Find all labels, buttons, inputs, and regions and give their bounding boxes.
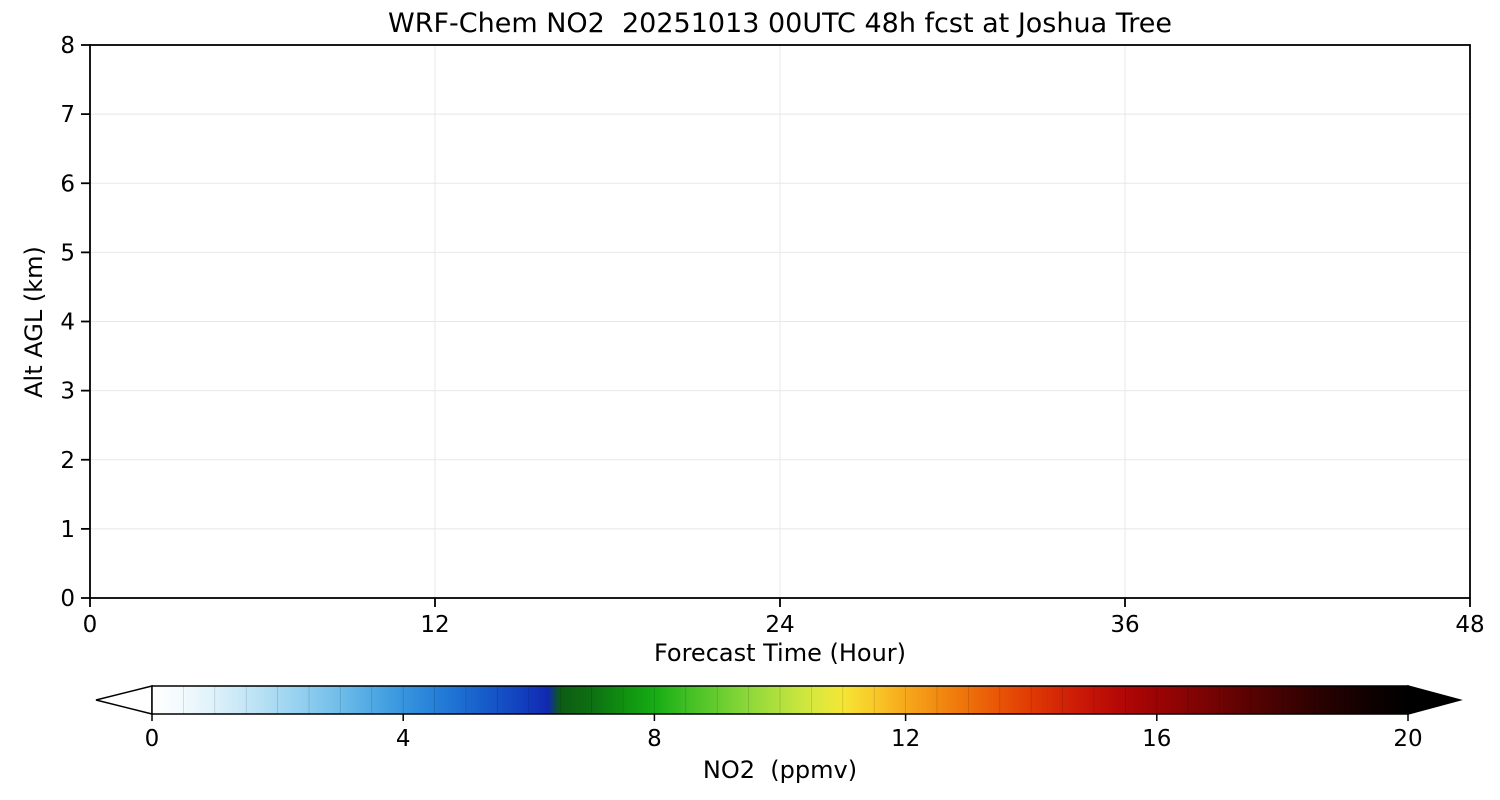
- y-tick-label: 5: [60, 240, 75, 266]
- colorbar-tick-label: 16: [1142, 726, 1171, 752]
- gridlines: [90, 45, 1470, 598]
- y-axis-label: Alt AGL (km): [20, 246, 48, 398]
- colorbar-right-extend-arrow: [1407, 685, 1463, 715]
- colorbar-level-separators: [183, 686, 1377, 714]
- y-tick-label: 2: [60, 448, 75, 474]
- y-tick-label: 3: [60, 379, 75, 405]
- colorbar-ticks: 0 4 8 12 16 20: [145, 714, 1423, 752]
- y-tick-label: 1: [60, 517, 75, 543]
- colorbar: 0 4 8 12 16 20 NO2 (ppmv): [95, 685, 1463, 784]
- colorbar-gradient-body: [152, 686, 1408, 714]
- x-axis-label: Forecast Time (Hour): [654, 639, 906, 667]
- colorbar-tick-label: 20: [1393, 726, 1422, 752]
- colorbar-tick-label: 12: [891, 726, 920, 752]
- y-tick-label: 7: [60, 102, 75, 128]
- y-tick-label: 4: [60, 310, 75, 336]
- colorbar-tick-label: 0: [145, 726, 160, 752]
- colorbar-tick-label: 4: [396, 726, 411, 752]
- colorbar-tick-label: 8: [647, 726, 662, 752]
- x-tick-label: 0: [83, 612, 98, 638]
- y-tick-label: 0: [60, 586, 75, 612]
- x-tick-label: 36: [1110, 612, 1139, 638]
- y-tick-label: 8: [60, 33, 75, 59]
- y-tick-label: 6: [60, 171, 75, 197]
- colorbar-left-extend-arrow: [95, 685, 153, 715]
- x-tick-label: 24: [765, 612, 794, 638]
- x-tick-label: 12: [420, 612, 449, 638]
- colorbar-label: NO2 (ppmv): [703, 756, 857, 784]
- x-tick-label: 48: [1455, 612, 1484, 638]
- chart-title: WRF-Chem NO2 20251013 00UTC 48h fcst at …: [388, 8, 1172, 39]
